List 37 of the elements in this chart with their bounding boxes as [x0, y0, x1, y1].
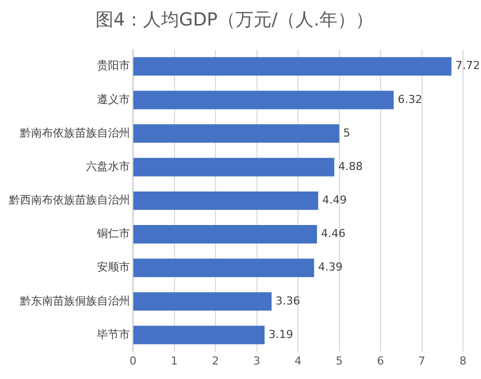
x-tick-label: 0	[130, 354, 136, 368]
x-tick-label: 5	[336, 354, 343, 368]
x-tick-label: 6	[377, 354, 384, 368]
data-label: 3.19	[268, 328, 294, 341]
data-label: 6.32	[398, 92, 422, 106]
bar	[134, 158, 334, 176]
data-label: 7.72	[455, 59, 480, 72]
data-label: 4.88	[338, 160, 363, 173]
y-tick-label: 毕节市	[97, 328, 130, 341]
y-tick-label: 贵阳市	[97, 59, 130, 72]
y-tick-label: 黔南布依族苗族自治州	[19, 126, 130, 140]
bar	[134, 326, 265, 344]
x-tick-label: 4	[294, 354, 302, 368]
data-label: 4.49	[322, 194, 347, 207]
y-tick-label: 黔西南布依族苗族自治州	[8, 194, 130, 207]
data-label: 5	[343, 126, 350, 140]
bar	[134, 124, 340, 143]
bar	[134, 57, 452, 76]
bar	[134, 292, 272, 311]
bar	[134, 258, 314, 278]
y-tick-label: 铜仁市	[96, 227, 130, 240]
y-tick-label: 黔东南苗族侗族自治州	[19, 294, 130, 308]
y-tick-label: 遵义市	[97, 92, 130, 106]
y-tick-label: 六盘水市	[86, 160, 130, 173]
bar	[134, 191, 318, 210]
x-tick-label: 1	[170, 354, 178, 368]
y-tick-label: 安顺市	[97, 260, 130, 274]
x-tick-label: 8	[460, 354, 466, 368]
x-tick-label: 3	[253, 354, 260, 368]
data-label: 4.46	[320, 227, 346, 240]
bar	[134, 90, 394, 110]
x-tick-label: 7	[418, 354, 426, 368]
data-label: 4.39	[318, 260, 343, 274]
x-tick-label: 2	[212, 354, 219, 368]
data-label: 3.36	[276, 294, 300, 308]
bar	[134, 225, 317, 244]
chart-title: 图4：人均GDP（万元/（人.年））	[96, 9, 374, 30]
